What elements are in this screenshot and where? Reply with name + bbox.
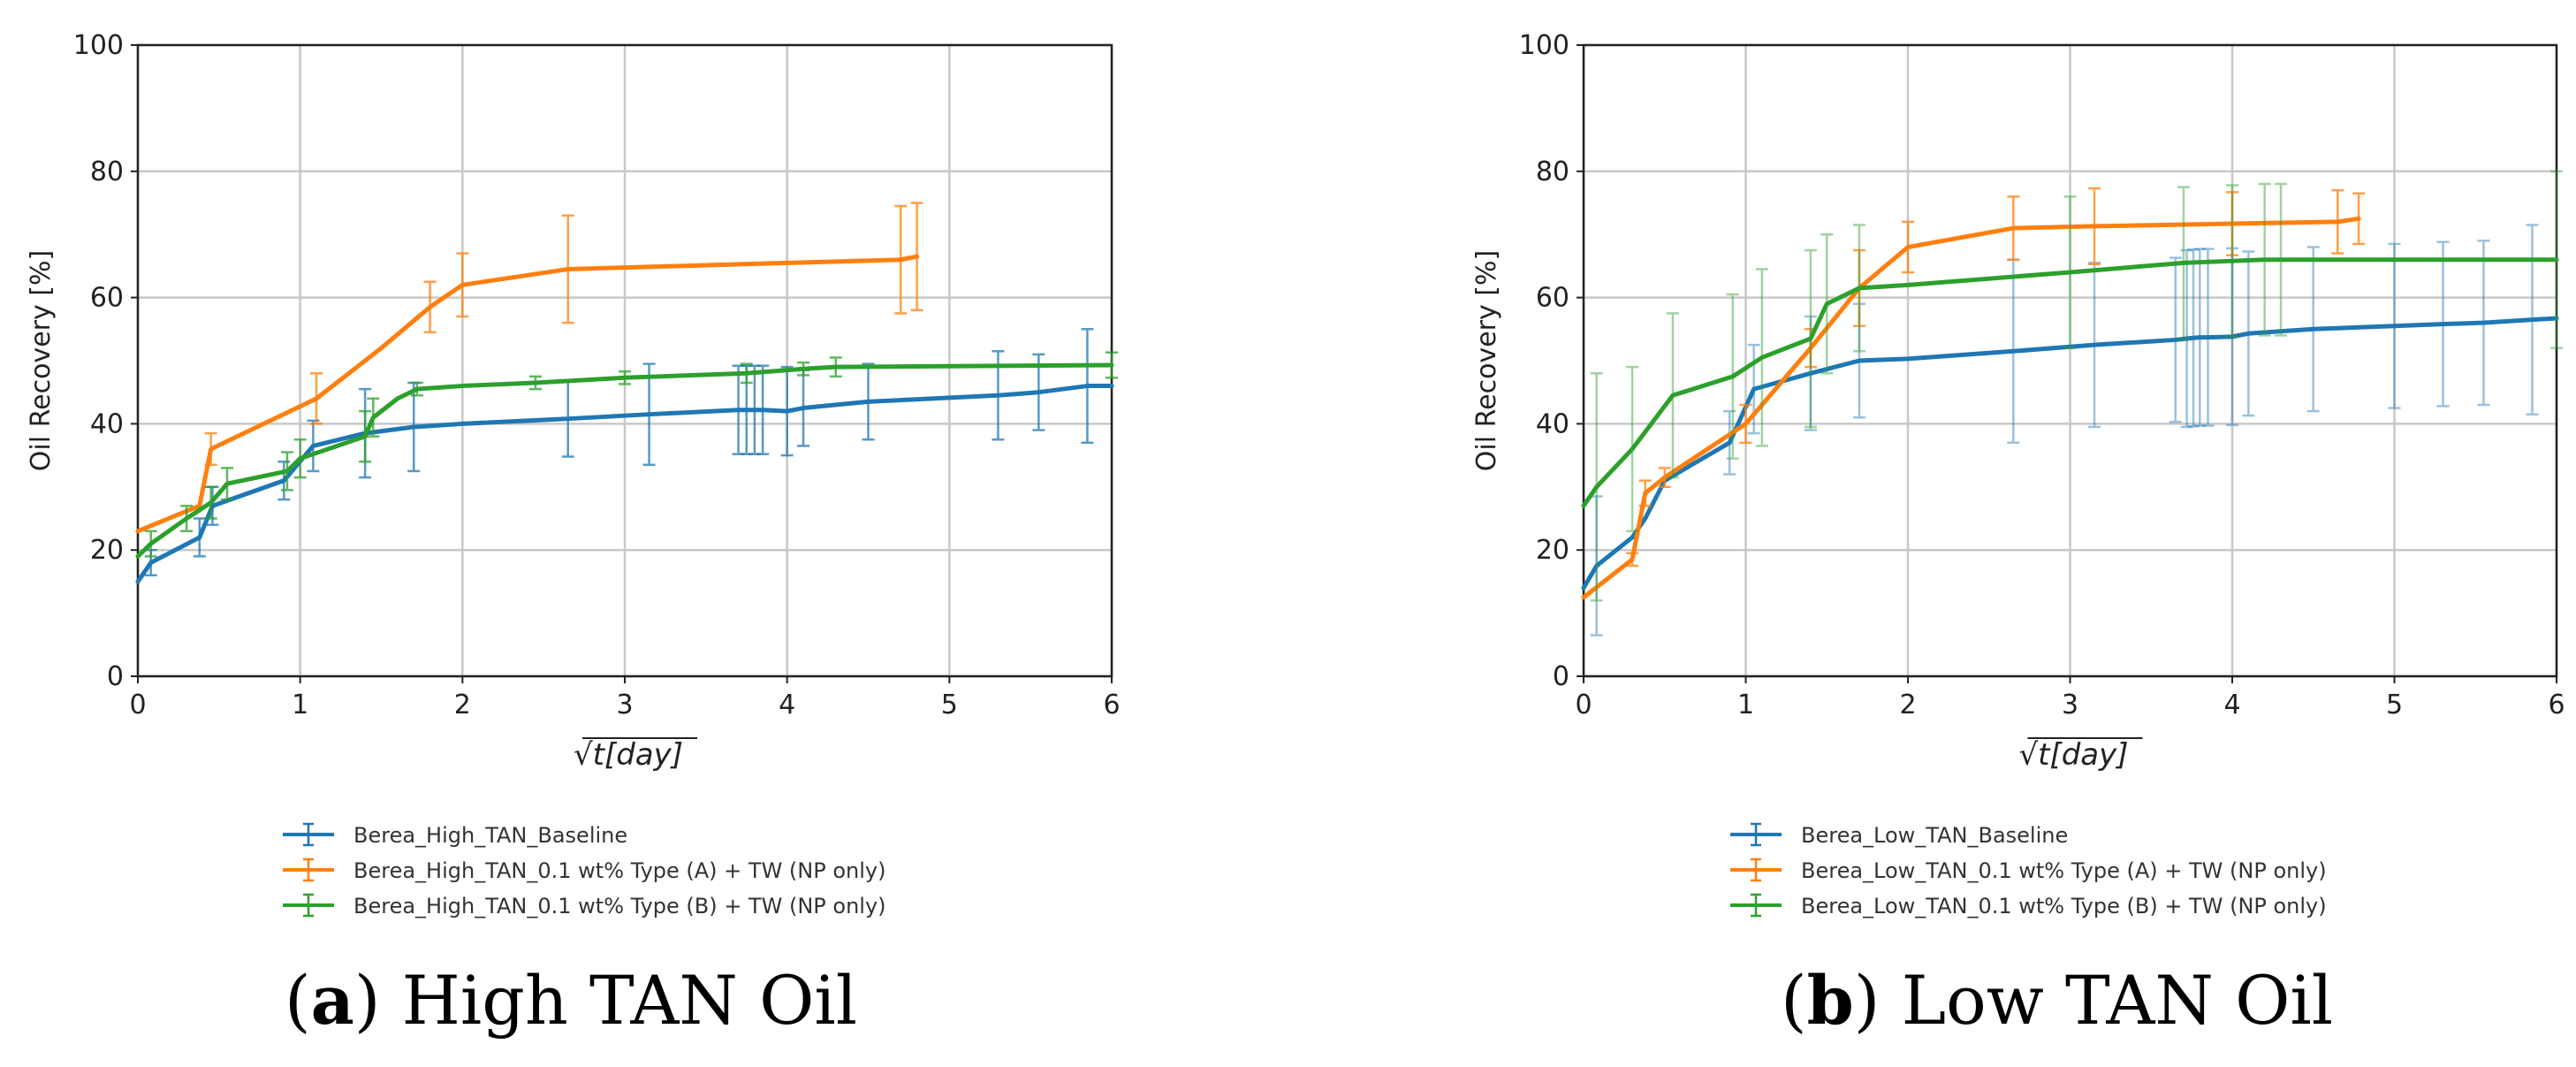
caption-text: Low TAN Oil [1902, 961, 2333, 1040]
caption-text: High TAN Oil [402, 961, 857, 1040]
y-tick-label: 20 [90, 535, 124, 566]
legend-label: Berea_Low_TAN_0.1 wt% Type (B) + TW (NP … [1801, 894, 2327, 918]
x-tick-label: 0 [129, 690, 146, 720]
series-3 [135, 351, 1118, 559]
y-tick-label: 40 [1536, 408, 1569, 439]
y-tick-label: 100 [73, 30, 124, 61]
y-tick-label: 40 [90, 408, 124, 439]
x-tick-label: 4 [779, 690, 795, 720]
series-line [135, 362, 1114, 559]
y-axis-label: Oil Recovery [%] [1471, 250, 1502, 471]
caption-paren-open: ( [285, 961, 311, 1040]
legend-label: Berea_Low_TAN_0.1 wt% Type (A) + TW (NP … [1801, 858, 2327, 883]
legend-label: Berea_High_TAN_Baseline [353, 823, 627, 848]
x-tick-label: 0 [1575, 690, 1592, 720]
panel-caption: (b) Low TAN Oil [1781, 961, 2333, 1040]
legend-label: Berea_Low_TAN_Baseline [1801, 823, 2068, 848]
x-tick-label: 4 [2223, 690, 2240, 720]
y-axis-label: Oil Recovery [%] [26, 250, 57, 471]
legend-entry-2: Berea_High_TAN_0.1 wt% Type (A) + TW (NP… [283, 857, 885, 883]
legend-label: Berea_High_TAN_0.1 wt% Type (A) + TW (NP… [353, 858, 885, 883]
series-line [135, 384, 1114, 584]
x-tick-label: 3 [2062, 690, 2078, 720]
series-2 [135, 202, 923, 534]
y-tick-label: 20 [1536, 535, 1569, 566]
y-tick-label: 0 [107, 661, 124, 692]
legend-label: Berea_High_TAN_0.1 wt% Type (B) + TW (NP… [353, 894, 886, 918]
x-tick-label: 2 [1899, 690, 1916, 720]
caption-letter: a [311, 961, 354, 1040]
caption-paren-open: ( [1781, 961, 1807, 1040]
series-line [1581, 257, 2559, 508]
series-1 [135, 328, 1114, 584]
y-tick-label: 0 [1553, 661, 1569, 692]
legend-entry-1: Berea_High_TAN_Baseline [283, 822, 627, 848]
x-axis-label: √t[day] [574, 737, 683, 773]
grid [1582, 43, 2558, 678]
x-tick-label: 5 [2386, 690, 2403, 720]
legend-entry-2: Berea_Low_TAN_0.1 wt% Type (A) + TW (NP … [1730, 857, 2327, 883]
x-tick-label: 1 [1737, 690, 1754, 720]
x-tick-label: 6 [1103, 690, 1120, 720]
series-line [1581, 216, 2361, 600]
y-tick-label: 100 [1519, 30, 1569, 61]
y-tick-label: 60 [1536, 283, 1569, 314]
legend-entry-1: Berea_Low_TAN_Baseline [1730, 822, 2068, 848]
x-tick-label: 1 [292, 690, 308, 720]
panel-caption: (a) High TAN Oil [285, 961, 857, 1040]
x-tick-label: 5 [941, 690, 958, 720]
series-3 [1581, 170, 2563, 602]
caption-letter: b [1807, 961, 1854, 1040]
grid [136, 43, 1113, 678]
x-tick-label: 6 [2548, 690, 2565, 720]
caption-paren-close: ) [1854, 961, 1902, 1040]
x-tick-label: 3 [616, 690, 633, 720]
legend-entry-3: Berea_Low_TAN_0.1 wt% Type (B) + TW (NP … [1730, 893, 2327, 918]
y-tick-label: 80 [1536, 156, 1569, 187]
x-tick-label: 2 [454, 690, 471, 720]
x-axis-label: √t[day] [2018, 737, 2128, 773]
series-line [135, 254, 920, 534]
y-tick-label: 80 [90, 156, 124, 187]
y-tick-label: 60 [90, 283, 124, 314]
caption-paren-close: ) [354, 961, 402, 1040]
legend-entry-3: Berea_High_TAN_0.1 wt% Type (B) + TW (NP… [283, 893, 886, 918]
